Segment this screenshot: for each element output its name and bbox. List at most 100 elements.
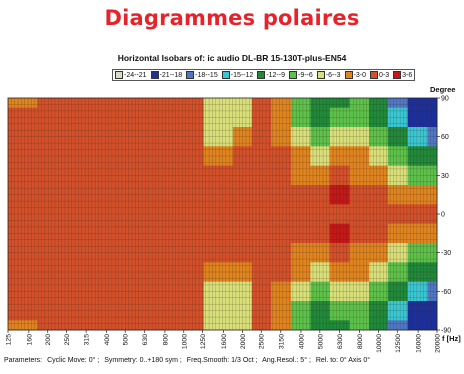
heatmap-cell — [154, 301, 205, 321]
heatmap-cell — [251, 243, 272, 263]
heatmap-cell — [270, 127, 292, 147]
y-tick-label: 30 — [441, 173, 449, 180]
legend-label: -18--15 — [195, 71, 218, 79]
heatmap-cell — [270, 223, 292, 244]
heatmap-cell — [427, 320, 438, 331]
heatmap-cell — [387, 262, 409, 283]
heatmap-cell — [290, 243, 311, 263]
legend-label: -15--12 — [230, 71, 254, 79]
heatmap-cell — [8, 204, 38, 225]
heatmap-cell — [290, 127, 311, 147]
heatmap-cell — [349, 165, 370, 186]
heatmap-cell — [37, 320, 97, 331]
x-tick-label: 3150 — [278, 334, 285, 349]
heatmap-cell — [407, 243, 428, 263]
heatmap-cell — [154, 243, 205, 263]
heatmap-cell — [387, 107, 409, 128]
x-tick-label: 10000 — [376, 334, 383, 353]
heatmap-cell — [427, 107, 438, 128]
heatmap-cell — [251, 165, 272, 186]
y-axis-label: Degree — [430, 85, 456, 94]
heatmap-cell — [368, 127, 389, 147]
y-tick-label: -60 — [441, 289, 451, 296]
heatmap-cell — [8, 165, 38, 186]
heatmap-cell — [310, 204, 330, 225]
heatmap-cell — [427, 223, 438, 244]
heatmap-cell — [310, 320, 330, 331]
legend-swatch — [316, 71, 325, 79]
heatmap-cell — [154, 107, 205, 128]
heatmap-cell — [349, 243, 370, 263]
x-tick-label: 6300 — [337, 334, 344, 349]
footer-cyclic-move: Cyclic Move: 0° ; — [47, 357, 100, 364]
heatmap-cell — [387, 185, 409, 205]
footer-parameters-label: Parameters: — [4, 357, 43, 364]
legend-label: 3-6 — [402, 71, 413, 79]
heatmap-cell — [37, 127, 97, 147]
legend-swatch — [370, 71, 379, 79]
heatmap-cell — [8, 107, 38, 128]
heatmap-cell — [290, 185, 311, 205]
heatmap-cell — [407, 107, 428, 128]
heatmap-cell — [8, 281, 38, 302]
heatmap-cell — [349, 223, 370, 244]
heatmap-cell — [387, 204, 409, 225]
heatmap-cell — [368, 223, 389, 244]
heatmap-cell — [8, 98, 38, 109]
heatmap-cell — [270, 281, 292, 302]
heatmap-cell — [37, 281, 97, 302]
legend-swatch — [150, 71, 159, 79]
heatmap-cell — [290, 262, 311, 283]
y-tick-label: 0 — [441, 212, 445, 219]
heatmap-cell — [368, 301, 389, 321]
heatmap-cell — [8, 301, 38, 321]
legend-swatch — [115, 71, 123, 79]
heatmap-cell — [290, 98, 311, 109]
heatmap-cells — [8, 98, 438, 331]
heatmap-cell — [270, 301, 292, 321]
heatmap-cell — [154, 262, 205, 283]
heatmap-cell — [407, 185, 428, 205]
legend-label: -24--21 — [124, 71, 147, 79]
legend-item: -15--12 — [221, 71, 254, 79]
heatmap-cell — [290, 223, 311, 244]
heatmap-cell — [368, 243, 389, 263]
legend-item: -6--3 — [316, 71, 341, 79]
x-tick-label: 315 — [84, 334, 91, 346]
heatmap-cell — [154, 281, 205, 302]
heatmap-cell — [8, 223, 38, 244]
legend-item: 0-3 — [370, 71, 389, 79]
heatmap-cell — [387, 320, 409, 331]
heatmap-cell — [154, 185, 205, 205]
heatmap-cell — [37, 185, 97, 205]
heatmap-cell — [270, 243, 292, 263]
heatmap-cell — [154, 223, 205, 244]
heatmap-cell — [368, 262, 389, 283]
footer-ang-resol: Ang.Resol.: 5° ; — [262, 357, 311, 364]
heatmap-cell — [270, 165, 292, 186]
heatmap-cell — [427, 146, 438, 167]
x-tick-label: 250 — [64, 334, 71, 346]
heatmap-cell — [37, 204, 97, 225]
legend-label: -21--18 — [159, 71, 183, 79]
heatmap-cell — [290, 301, 311, 321]
footer-symmetry: Symmetry: 0..+180 sym ; — [104, 357, 182, 364]
legend-swatch — [393, 71, 402, 79]
heatmap-cell — [387, 146, 409, 167]
x-tick-label: 800 — [162, 334, 169, 346]
y-tick-label: 60 — [441, 134, 449, 141]
x-tick-label: 200 — [45, 334, 52, 346]
heatmap-cell — [203, 98, 234, 109]
heatmap-cell — [349, 146, 370, 167]
heatmap-cell — [387, 243, 409, 263]
legend-item: -24--21 — [115, 71, 147, 79]
heatmap-cell — [251, 223, 272, 244]
heatmap-cell — [407, 146, 428, 167]
x-tick-label: 16000 — [416, 334, 423, 353]
y-tick-label: 90 — [441, 96, 449, 103]
heatmap-cell — [427, 98, 438, 109]
heatmap-cell — [368, 107, 389, 128]
x-tick-label: 125 — [6, 334, 13, 346]
heatmap-cell — [251, 204, 272, 225]
